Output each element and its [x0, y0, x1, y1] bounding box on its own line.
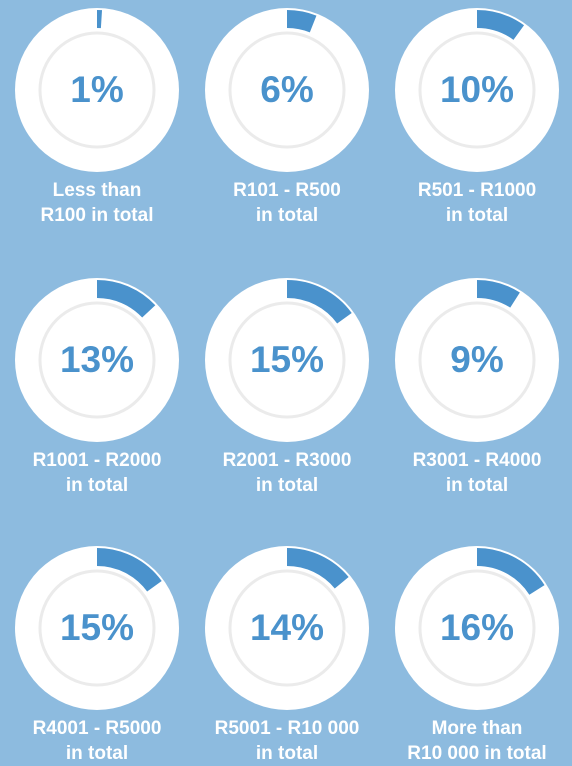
- gauge-inner-ring: [418, 569, 536, 687]
- value-label: 6%: [260, 69, 313, 110]
- category-label: Less than: [53, 180, 142, 201]
- gauge-arc: [96, 280, 156, 318]
- category-label: in total: [66, 475, 128, 496]
- gauge-inner-ring: [228, 301, 346, 419]
- value-label: 1%: [70, 69, 123, 110]
- category-label: in total: [446, 205, 508, 226]
- category-label: in total: [446, 475, 508, 496]
- value-label: 9%: [450, 339, 503, 380]
- category-label: in total: [256, 475, 318, 496]
- category-label: R5001 - R10 000: [215, 718, 360, 739]
- gauge-arc: [476, 548, 545, 596]
- value-label: 10%: [440, 69, 514, 110]
- value-label: 16%: [440, 607, 514, 648]
- category-label: in total: [256, 743, 318, 764]
- category-label: R100 in total: [41, 205, 154, 226]
- category-label: More than: [432, 718, 523, 739]
- category-label: R4001 - R5000: [33, 718, 162, 739]
- value-label: 14%: [250, 607, 324, 648]
- value-label: 15%: [250, 339, 324, 380]
- value-label: 13%: [60, 339, 134, 380]
- gauge-arc: [476, 10, 525, 41]
- gauge-arc: [286, 280, 352, 324]
- gauge-arc: [286, 548, 349, 589]
- gauge-arc: [286, 10, 317, 33]
- category-label: R2001 - R3000: [223, 450, 352, 471]
- gauge-inner-ring: [228, 31, 346, 149]
- gauge-arc: [96, 548, 162, 592]
- category-label: R1001 - R2000: [33, 450, 162, 471]
- gauge-inner-ring: [38, 301, 156, 419]
- value-label: 15%: [60, 607, 134, 648]
- category-label: R501 - R1000: [418, 180, 536, 201]
- gauge-inner-ring: [38, 569, 156, 687]
- category-label: in total: [256, 205, 318, 226]
- category-label: R10 000 in total: [407, 743, 546, 764]
- gauge-arc: [476, 280, 520, 308]
- gauge-inner-ring: [38, 31, 156, 149]
- gauge-inner-ring: [228, 569, 346, 687]
- category-label: in total: [66, 743, 128, 764]
- category-label: R3001 - R4000: [413, 450, 542, 471]
- category-label: R101 - R500: [233, 180, 341, 201]
- gauge-inner-ring: [418, 301, 536, 419]
- gauge-inner-ring: [418, 31, 536, 149]
